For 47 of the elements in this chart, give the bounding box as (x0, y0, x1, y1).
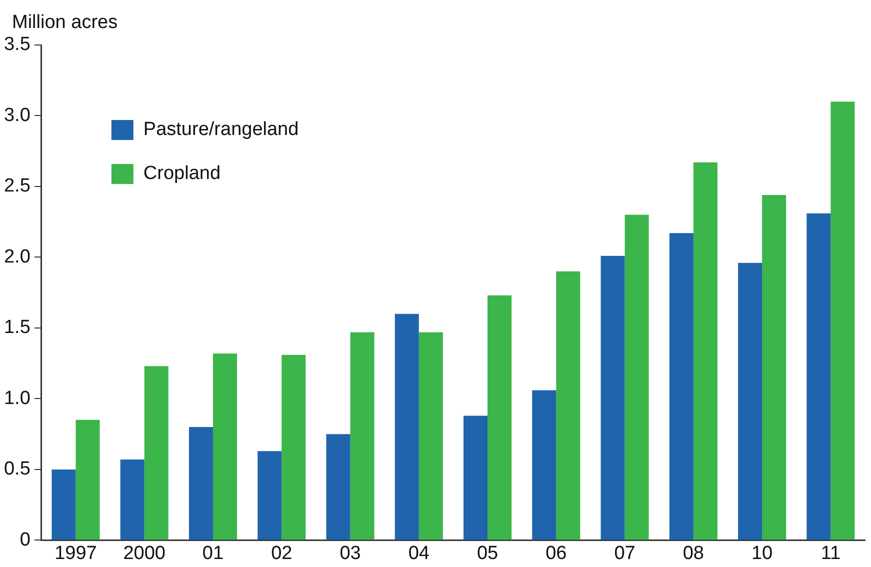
bar (464, 416, 488, 540)
y-tick-label: 0 (20, 529, 30, 550)
bar (144, 366, 168, 540)
bar (188, 427, 213, 540)
bar (394, 314, 419, 540)
bar (326, 434, 350, 540)
bar (488, 295, 512, 540)
x-tick-label: 2000 (123, 542, 166, 564)
y-tick-label: 3.0 (4, 104, 30, 126)
legend-label: Cropland (143, 163, 221, 184)
y-tick-label: 2.5 (4, 176, 30, 197)
bar (738, 262, 762, 540)
bar (532, 390, 556, 540)
y-tick-label: 2.0 (4, 246, 30, 268)
bar (556, 271, 580, 540)
bar (418, 332, 443, 540)
bar (830, 102, 855, 540)
y-tick-label: 0.5 (4, 458, 30, 480)
bar (600, 256, 625, 540)
x-tick-label: 05 (476, 542, 498, 564)
x-tick-label: 06 (546, 542, 567, 564)
x-tick-label: 02 (271, 542, 292, 564)
bar (806, 213, 831, 540)
bar (120, 460, 144, 540)
x-tick-label: 11 (820, 542, 841, 564)
x-tick-label: 03 (340, 542, 361, 564)
x-tick-label: 1997 (54, 542, 97, 564)
bar (258, 451, 282, 540)
legend-label: Pasture/rangeland (143, 119, 299, 140)
x-tick-label: 07 (614, 542, 636, 564)
bar (52, 469, 76, 540)
bar (282, 354, 306, 540)
bar (212, 353, 238, 540)
bar (669, 233, 694, 540)
x-tick-label: 10 (751, 542, 773, 564)
y-tick-label: 1.0 (4, 388, 30, 409)
y-tick-label: 1.5 (4, 317, 30, 338)
x-tick-label: 08 (682, 542, 704, 564)
bar (624, 214, 649, 540)
y-tick-label: 3.5 (4, 34, 30, 56)
bar (76, 420, 100, 540)
bar (693, 162, 718, 540)
y-axis-title: Million acres (12, 12, 118, 34)
bar (350, 332, 374, 540)
bar (762, 194, 786, 540)
x-tick-label: 01 (202, 542, 224, 564)
x-tick-label: 04 (408, 542, 430, 564)
